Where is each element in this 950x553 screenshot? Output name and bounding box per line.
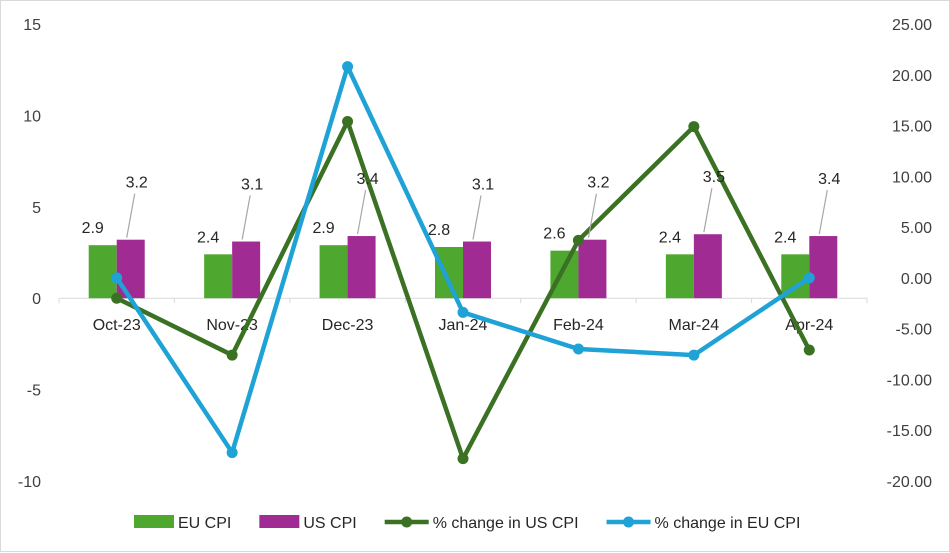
legend-swatch-us-cpi — [259, 515, 300, 528]
data-label-eu-cpi: 2.9 — [312, 220, 334, 237]
data-label-eu-cpi: 2.6 — [543, 226, 565, 243]
bar-eu-cpi — [665, 254, 694, 299]
y-right-tick-label: -10.00 — [887, 372, 932, 389]
point-change-in-eu-cpi — [572, 343, 584, 355]
y-left-tick-label: 5 — [32, 200, 41, 217]
bar-eu-cpi — [204, 254, 233, 299]
y-right-tick-label: -15.00 — [887, 423, 932, 440]
data-label-us-cpi: 3.5 — [703, 169, 725, 186]
bar-us-cpi — [463, 241, 491, 299]
point-change-in-eu-cpi — [111, 272, 123, 284]
bar-eu-cpi — [319, 245, 348, 299]
data-label-leader-line — [356, 189, 367, 235]
bar-us-cpi — [809, 236, 838, 299]
y-left-tick-label: -5 — [27, 383, 41, 400]
x-tick-label: Jan-24 — [439, 317, 488, 334]
y-right-tick-label: 0.00 — [901, 271, 932, 288]
data-labels-layer: 2.9 2.4 2.9 2.8 2.6 2.4 2.4 3.2 3.1 3.4 3.1 3.2 3.5 3… — [82, 169, 841, 246]
y-left-tick-label: -10 — [18, 474, 41, 491]
data-label-us-cpi: 3.4 — [356, 171, 378, 188]
data-label-us-cpi: 3.2 — [587, 175, 609, 192]
legend-label-us-cpi: US CPI — [303, 515, 356, 532]
legend-label-change-in-us-cpi: % change in US CPI — [433, 515, 579, 532]
y-right-tick-label: 25.00 — [892, 17, 932, 34]
bar-eu-cpi — [550, 250, 579, 299]
data-label-eu-cpi: 2.4 — [659, 229, 681, 246]
y-right-tick-label: 20.00 — [892, 68, 932, 85]
legend: EU CPI US CPI % change in US CPI % change i… — [134, 515, 800, 532]
y-left-tick-label: 0 — [32, 291, 41, 308]
bar-eu-cpi — [435, 247, 463, 299]
legend-label-change-in-eu-cpi: % change in EU CPI — [655, 515, 801, 532]
data-label-us-cpi: 3.4 — [818, 171, 840, 188]
point-change-in-eu-cpi — [457, 306, 469, 318]
bar-eu-cpi — [88, 245, 117, 299]
x-tick-label: Oct-23 — [93, 317, 141, 334]
data-label-eu-cpi: 2.4 — [197, 229, 219, 246]
bar-us-cpi — [693, 234, 722, 299]
bar-us-cpi — [232, 241, 261, 299]
legend-swatch-eu-cpi — [134, 515, 174, 528]
y-left-tick-label: 15 — [23, 17, 41, 34]
bar-us-cpi — [116, 239, 145, 299]
legend-label-eu-cpi: EU CPI — [178, 515, 231, 532]
point-change-in-us-cpi — [111, 292, 123, 304]
y-right-tick-label: -20.00 — [887, 474, 932, 491]
data-label-leader-line — [587, 193, 598, 238]
data-label-us-cpi: 3.2 — [126, 175, 148, 192]
point-change-in-us-cpi — [457, 453, 469, 465]
y-right-tick-label: -5.00 — [896, 322, 933, 339]
data-label-us-cpi: 3.1 — [472, 177, 494, 194]
y-left-tick-label: 10 — [23, 108, 41, 125]
bar-us-cpi — [578, 239, 607, 299]
point-change-in-eu-cpi — [226, 447, 238, 459]
x-tick-label: Dec-23 — [322, 317, 374, 334]
y-right-tick-label: 15.00 — [892, 119, 932, 136]
point-change-in-us-cpi — [342, 115, 354, 127]
data-label-leader-line — [126, 193, 136, 238]
data-label-eu-cpi: 2.8 — [428, 222, 450, 239]
legend-marker-change-in-eu-cpi — [623, 516, 635, 528]
legend-marker-change-in-us-cpi — [401, 516, 413, 528]
data-label-leader-line — [472, 195, 482, 240]
point-change-in-eu-cpi — [342, 61, 354, 73]
point-change-in-us-cpi — [803, 344, 815, 356]
lines-layer — [111, 61, 815, 465]
y-right-tick-label: 5.00 — [901, 220, 932, 237]
data-label-us-cpi: 3.1 — [241, 177, 263, 194]
point-change-in-us-cpi — [688, 121, 700, 133]
data-label-eu-cpi: 2.9 — [82, 220, 104, 237]
bars-layer — [88, 234, 838, 299]
point-change-in-eu-cpi — [688, 349, 700, 361]
bar-us-cpi — [347, 236, 376, 299]
point-change-in-us-cpi — [572, 234, 584, 246]
x-tick-label: Mar-24 — [669, 317, 720, 334]
y-right-tick-label: 10.00 — [892, 169, 932, 186]
data-label-eu-cpi: 2.4 — [774, 229, 796, 246]
data-label-leader-line — [818, 189, 828, 235]
point-change-in-eu-cpi — [803, 272, 815, 284]
point-change-in-us-cpi — [226, 349, 238, 361]
data-label-leader-line — [703, 188, 713, 233]
x-tick-label: Feb-24 — [553, 317, 604, 334]
data-label-leader-line — [241, 195, 251, 240]
